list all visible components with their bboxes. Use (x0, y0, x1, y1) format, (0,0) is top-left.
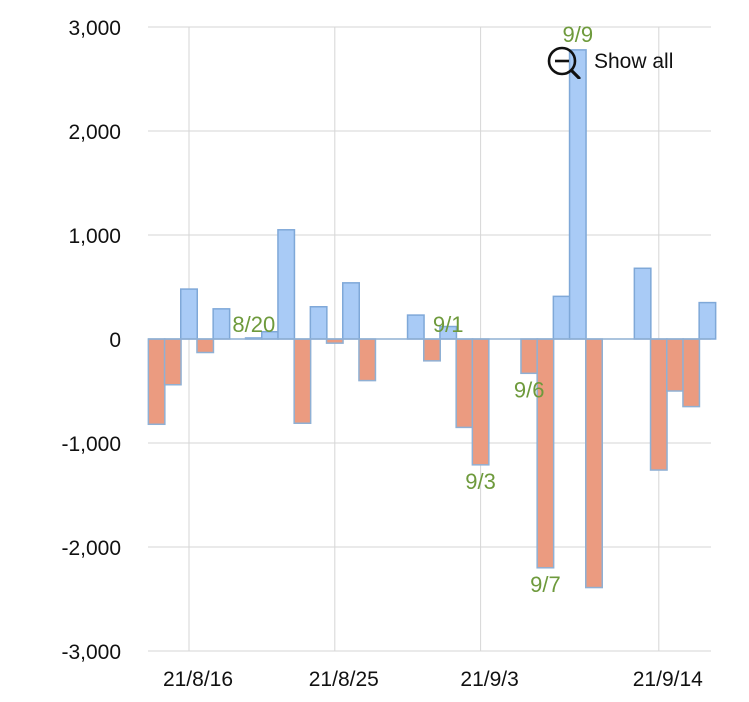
x-axis: 21/8/16 21/8/25 21/9/3 21/9/14 (163, 668, 703, 691)
y-tick-label: 0 (109, 329, 121, 352)
y-tick-label: 1,000 (68, 225, 121, 248)
bar[interactable] (585, 338, 603, 589)
bar[interactable] (163, 338, 182, 386)
y-tick-label: -3,000 (61, 641, 121, 664)
bar[interactable] (423, 338, 441, 362)
x-tick-label: 21/9/3 (460, 668, 518, 691)
bar-annotation: 9/3 (465, 469, 496, 494)
bar[interactable] (633, 267, 652, 340)
bar[interactable] (277, 229, 296, 340)
bar-annotation: 9/6 (514, 377, 545, 402)
bar[interactable] (342, 282, 360, 340)
bar-annotation: 8/20 (232, 312, 275, 337)
bars (147, 49, 717, 589)
bar[interactable] (552, 295, 571, 340)
x-tick-label: 21/9/14 (633, 668, 703, 691)
bar[interactable] (293, 338, 312, 424)
bar[interactable] (147, 338, 166, 426)
bar[interactable] (309, 306, 328, 340)
bar[interactable] (682, 338, 701, 408)
bar[interactable] (698, 301, 717, 340)
show-all-label: Show all (594, 50, 674, 73)
bar[interactable] (196, 338, 215, 354)
bar[interactable] (536, 338, 555, 569)
bar[interactable] (455, 338, 474, 429)
bar[interactable] (649, 338, 668, 471)
bar-annotation: 9/1 (433, 312, 464, 337)
bar[interactable] (568, 49, 587, 340)
bar[interactable] (358, 338, 377, 382)
bar-annotation: 9/9 (563, 22, 594, 47)
y-tick-label: -2,000 (61, 537, 121, 560)
bar[interactable] (520, 338, 539, 375)
zoom-out-icon (547, 46, 581, 79)
bar[interactable] (471, 338, 490, 466)
bar-annotation: 9/7 (530, 572, 561, 597)
bar[interactable] (212, 308, 231, 340)
y-axis: 3,000 2,000 1,000 0 -1,000 -2,000 -3,000 (61, 17, 121, 664)
y-tick-label: 2,000 (68, 121, 121, 144)
show-all-button[interactable]: Show all (546, 45, 673, 79)
annotations: 8/20 9/1 9/3 9/6 9/7 9/9 (232, 22, 593, 597)
x-tick-label: 21/8/16 (163, 668, 233, 691)
x-tick-label: 21/8/25 (309, 668, 379, 691)
bar[interactable] (666, 338, 684, 392)
y-tick-label: -1,000 (61, 433, 121, 456)
bar[interactable] (180, 288, 198, 340)
y-tick-label: 3,000 (68, 17, 121, 40)
bar[interactable] (406, 314, 425, 340)
